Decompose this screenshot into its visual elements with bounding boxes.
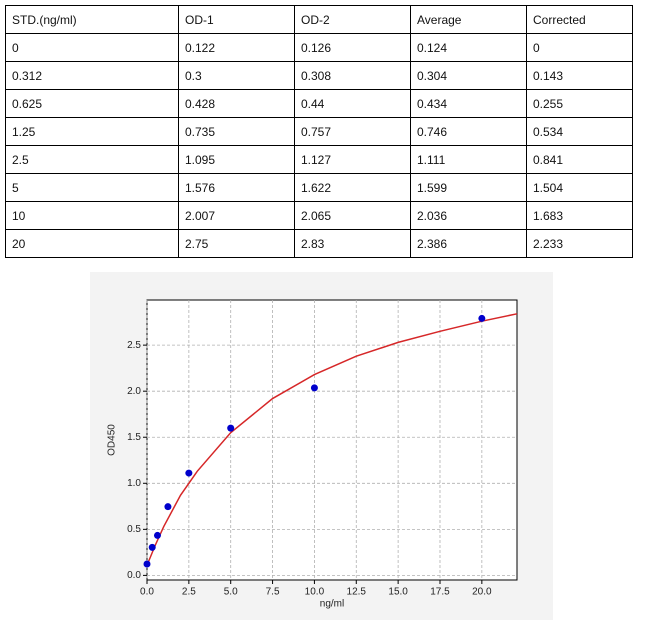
y-tick-label: 2.5	[127, 340, 141, 351]
table-cell: 0.841	[526, 145, 633, 174]
x-tick-label: 10.0	[305, 587, 325, 598]
y-tick-label: 0.0	[127, 570, 141, 581]
header-cell: Average	[410, 5, 527, 34]
table-row: 0.312 0.3 0.308 0.304 0.143	[5, 61, 633, 90]
y-tick-label: 0.5	[127, 524, 141, 535]
x-tick-label: 0.0	[140, 587, 154, 598]
y-axis-label: OD450	[107, 424, 118, 456]
header-cell: STD.(ng/ml)	[5, 5, 179, 34]
x-tick-label: 2.5	[182, 587, 196, 598]
table-cell: 0.255	[526, 89, 633, 118]
table-cell: 2.75	[178, 229, 295, 258]
data-point	[143, 560, 151, 568]
table-cell: 0.3	[178, 61, 295, 90]
table-cell: 0.124	[410, 33, 527, 62]
table-cell: 1.127	[294, 145, 411, 174]
data-table: STD.(ng/ml) OD-1 OD-2 Average Corrected 0 0.12…	[5, 5, 633, 258]
table-cell: 20	[5, 229, 179, 258]
table-cell: 0.44	[294, 89, 411, 118]
table-cell: 10	[5, 201, 179, 230]
x-tick-label: 20.0	[472, 587, 492, 598]
plot-area	[146, 299, 518, 581]
table-cell: 2.83	[294, 229, 411, 258]
table-cell: 2.233	[526, 229, 633, 258]
table-cell: 0	[526, 33, 633, 62]
table-row: 1.25 0.735 0.757 0.746 0.534	[5, 117, 633, 146]
table-row: 2.5 1.095 1.127 1.111 0.841	[5, 145, 633, 174]
table-cell: 0.304	[410, 61, 527, 90]
table-cell: 0.534	[526, 117, 633, 146]
table-cell: 0.625	[5, 89, 179, 118]
header-cell: OD-1	[178, 5, 295, 34]
table-cell: 0.143	[526, 61, 633, 90]
x-tick-label: 17.5	[430, 587, 450, 598]
header-cell: OD-2	[294, 5, 411, 34]
table-cell: 2.007	[178, 201, 295, 230]
table-cell: 0.746	[410, 117, 527, 146]
x-tick-label: 15.0	[388, 587, 408, 598]
x-tick-label: 12.5	[347, 587, 367, 598]
x-axis-label: ng/ml	[320, 599, 344, 610]
y-tick-label: 2.0	[127, 386, 141, 397]
table-cell: 2.386	[410, 229, 527, 258]
table-cell: 0.126	[294, 33, 411, 62]
table-cell: 1.576	[178, 173, 295, 202]
data-point	[164, 503, 172, 511]
table-row: 0 0.122 0.126 0.124 0	[5, 33, 633, 62]
header-row: STD.(ng/ml) OD-1 OD-2 Average Corrected	[5, 5, 633, 34]
table-cell: 1.111	[410, 145, 527, 174]
data-point	[148, 543, 156, 551]
table-row: 0.625 0.428 0.44 0.434 0.255	[5, 89, 633, 118]
table-cell: 0.428	[178, 89, 295, 118]
table-cell: 1.599	[410, 173, 527, 202]
table-cell: 5	[5, 173, 179, 202]
x-tick-label: 7.5	[266, 587, 280, 598]
table-cell: 1.504	[526, 173, 633, 202]
data-point	[478, 314, 486, 322]
header-cell: Corrected	[526, 5, 633, 34]
x-tick-label: 5.0	[224, 587, 238, 598]
y-tick-label: 1.5	[127, 432, 141, 443]
table-cell: 1.25	[5, 117, 179, 146]
table-cell: 0.434	[410, 89, 527, 118]
data-point	[227, 424, 235, 432]
table-cell: 2.065	[294, 201, 411, 230]
table-row: 20 2.75 2.83 2.386 2.233	[5, 229, 633, 258]
table-cell: 0	[5, 33, 179, 62]
table-cell: 0.735	[178, 117, 295, 146]
table-cell: 2.5	[5, 145, 179, 174]
table-cell: 0.312	[5, 61, 179, 90]
data-point	[185, 469, 193, 477]
table-cell: 0.308	[294, 61, 411, 90]
data-point	[153, 531, 161, 539]
table-cell: 0.757	[294, 117, 411, 146]
table-cell: 1.622	[294, 173, 411, 202]
table-cell: 0.122	[178, 33, 295, 62]
y-tick-label: 1.0	[127, 478, 141, 489]
table-cell: 2.036	[410, 201, 527, 230]
table-cell: 1.095	[178, 145, 295, 174]
table-row: 5 1.576 1.622 1.599 1.504	[5, 173, 633, 202]
table-cell: 1.683	[526, 201, 633, 230]
fit-curve	[146, 313, 518, 566]
table-row: 10 2.007 2.065 2.036 1.683	[5, 201, 633, 230]
data-point	[310, 384, 318, 392]
